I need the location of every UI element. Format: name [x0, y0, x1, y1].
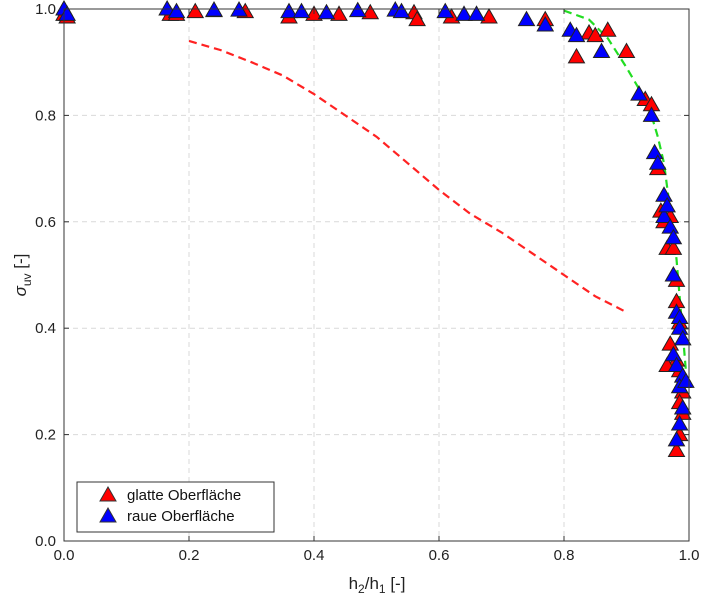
legend: glatte Oberfläche raue Oberfläche	[76, 481, 275, 533]
data-point	[661, 335, 680, 351]
data-point	[598, 21, 617, 37]
data-point	[667, 356, 686, 372]
data-point	[658, 196, 676, 213]
legend-marker-raue	[99, 506, 117, 523]
data-point	[664, 228, 683, 245]
data-point	[317, 3, 336, 20]
data-point	[480, 7, 498, 24]
green-dashed-curve	[563, 9, 687, 371]
x-tick-label: 0.4	[304, 547, 325, 564]
data-point	[167, 2, 186, 19]
data-point	[667, 430, 686, 447]
axis-ticks: 0.0 0.2 0.4 0.6 0.8 1.0 0.0 0.2 0.4 0.6 0.8 1.0	[35, 1, 699, 564]
red-dashed-curve	[188, 39, 627, 314]
series-raue-oberflaeche	[55, 0, 695, 447]
data-point	[536, 15, 555, 32]
x-tick-label: 0.0	[54, 547, 75, 564]
data-point	[186, 2, 205, 19]
data-point	[330, 5, 348, 21]
x-tick-label: 0.2	[179, 547, 200, 564]
fit-curves	[188, 9, 687, 371]
data-point	[670, 414, 689, 431]
data-point	[567, 26, 586, 43]
y-tick-label: 1.0	[35, 1, 56, 18]
data-point	[586, 26, 605, 43]
data-point	[361, 3, 380, 20]
data-point	[664, 265, 683, 282]
data-point	[517, 10, 536, 27]
y-axis-label: σuv [-]	[11, 254, 34, 297]
y-tick-label: 0.4	[35, 320, 56, 337]
data-point	[467, 5, 486, 21]
y-tick-label: 0.6	[35, 214, 56, 231]
data-point	[436, 2, 455, 19]
data-point	[677, 372, 695, 388]
x-axis-label: h2/h1 [-]	[349, 574, 406, 596]
data-point	[455, 5, 473, 21]
y-tick-label: 0.2	[35, 427, 56, 444]
data-point	[664, 239, 683, 255]
data-point	[664, 345, 683, 362]
legend-label-raue: raue Oberfläche	[127, 508, 235, 525]
data-point	[58, 5, 76, 21]
legend-marker-glatte	[99, 485, 117, 502]
data-point	[642, 106, 661, 122]
data-point	[655, 207, 673, 223]
x-tick-label: 1.0	[679, 547, 700, 564]
data-point	[673, 398, 692, 415]
data-point	[648, 154, 667, 170]
data-points	[55, 0, 695, 458]
data-point	[592, 42, 611, 59]
data-point	[408, 10, 426, 27]
data-point	[348, 1, 367, 18]
x-tick-label: 0.6	[429, 547, 450, 564]
data-point	[661, 218, 680, 234]
x-tick-label: 0.8	[554, 547, 575, 564]
data-point	[673, 329, 692, 346]
data-point	[667, 441, 686, 458]
data-point	[617, 42, 636, 59]
data-point	[280, 2, 298, 19]
data-point	[655, 186, 673, 202]
y-tick-label: 0.8	[35, 107, 56, 124]
legend-label-glatte: glatte Oberfläche	[127, 487, 241, 504]
data-point	[158, 0, 176, 16]
data-point	[392, 2, 411, 19]
data-point	[670, 319, 689, 335]
y-tick-label: 0.0	[35, 533, 56, 550]
data-point	[630, 85, 648, 101]
data-point	[645, 143, 664, 160]
data-point	[292, 2, 311, 19]
data-point	[567, 47, 586, 64]
plot-frame	[63, 8, 690, 542]
